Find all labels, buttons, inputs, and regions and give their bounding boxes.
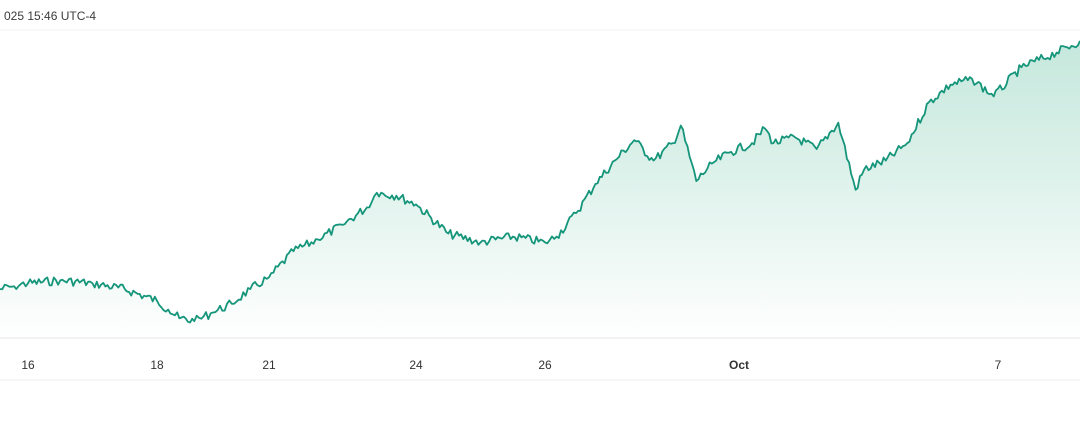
price-area-fill	[0, 40, 1080, 339]
x-tick-label-16: 16	[21, 358, 35, 372]
timestamp-label: 025 15:46 UTC-4	[4, 9, 97, 23]
price-series-line[interactable]	[0, 40, 1080, 324]
x-tick-label-21: 21	[262, 358, 276, 372]
x-tick-label-oct: Oct	[729, 358, 749, 372]
x-tick-label-26: 26	[538, 358, 552, 372]
x-tick-label-7: 7	[995, 358, 1002, 372]
x-tick-label-24: 24	[409, 358, 423, 372]
x-tick-label-18: 18	[150, 358, 164, 372]
